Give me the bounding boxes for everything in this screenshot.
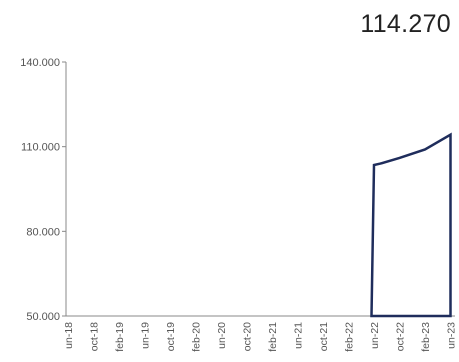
headline-value: 114.270	[360, 10, 451, 38]
y-tick-label: 110.000	[21, 142, 60, 154]
x-tick-label: oct-18	[89, 322, 101, 351]
x-tick-label: oct-22	[395, 322, 407, 351]
x-tick-label: feb-23	[420, 322, 432, 352]
x-tick-label: feb-22	[344, 322, 356, 352]
x-tick-label: oct-21	[318, 322, 330, 351]
x-tick-label: un-22	[369, 322, 381, 349]
x-tick-label: un-18	[63, 322, 75, 349]
y-tick-label: 50.000	[26, 311, 60, 323]
x-tick-label: oct-20	[242, 322, 254, 351]
x-ticks: un-18 oct-18 feb-19 un-19 oct-19 feb-20 un-20 o…	[63, 322, 458, 352]
x-tick-label: oct-19	[165, 322, 177, 351]
x-tick-label: un-19	[140, 322, 152, 349]
x-tick-label: un-21	[293, 322, 305, 349]
series-area	[370, 132, 452, 318]
y-tick-label: 140.000	[20, 57, 60, 69]
x-tick-label: feb-19	[114, 322, 126, 352]
x-tick-label: feb-20	[191, 322, 203, 352]
x-tick-label: feb-21	[267, 322, 279, 352]
y-ticks: 50.000 80.000 110.000 140.000	[20, 57, 66, 323]
y-tick-label: 80.000	[26, 226, 60, 238]
x-tick-label: un-20	[216, 322, 228, 349]
x-tick-label: un-23	[446, 322, 458, 349]
